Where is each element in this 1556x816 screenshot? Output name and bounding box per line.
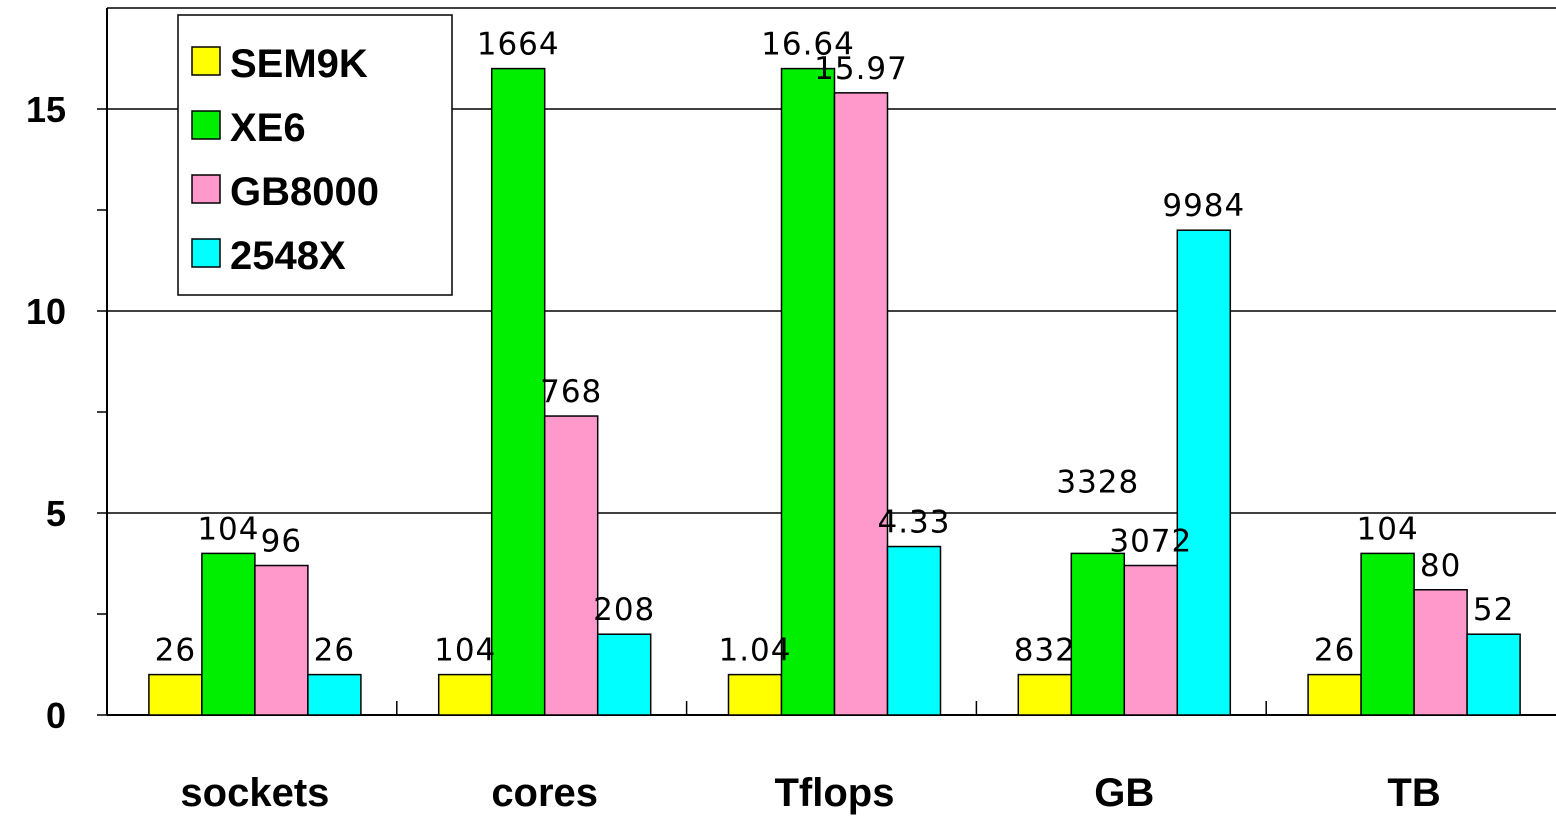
x-category-label: cores [491, 771, 598, 815]
data-label: 26 [155, 633, 196, 669]
x-category-label: sockets [180, 771, 329, 815]
x-category-label: TB [1387, 771, 1440, 815]
data-label: 104 [434, 633, 496, 669]
bar-2548x-sockets [307, 673, 362, 716]
data-label: 26 [1314, 633, 1355, 669]
bar-xe6-gb [1070, 552, 1126, 716]
bar-sem9k-cores [437, 673, 493, 716]
data-label: 16.64 [761, 27, 855, 63]
bar-gb8000-tflops [833, 92, 889, 716]
legend-swatch [191, 238, 221, 268]
legend-label: XE6 [230, 106, 306, 150]
bar-gb8000-tb [1413, 589, 1468, 716]
data-label: 104 [1357, 511, 1419, 547]
axes: 0 5 10 15 sockets cores Tflops GB TB [26, 7, 1556, 815]
x-category-label: GB [1094, 771, 1154, 815]
data-label: 9984 [1162, 188, 1245, 224]
x-category-label: Tflops [775, 771, 895, 815]
bar-2548x-gb [1176, 229, 1232, 716]
data-label: 832 [1014, 633, 1076, 669]
data-label: 3328 [1056, 464, 1139, 500]
y-tick-label: 0 [46, 695, 66, 736]
bar-gb8000-sockets [254, 564, 309, 716]
legend-label: SEM9K [230, 42, 368, 86]
data-label: 104 [197, 511, 259, 547]
data-label: 208 [593, 592, 655, 628]
data-label: 3072 [1109, 524, 1192, 560]
legend: SEM9K XE6 GB8000 2548X [177, 14, 453, 296]
bar-sem9k-tb [1307, 673, 1362, 716]
bar-2548x-tflops [886, 545, 942, 716]
bar-xe6-tb [1360, 552, 1415, 716]
bar-gb8000-cores [543, 415, 599, 716]
legend-swatch [191, 110, 221, 140]
y-tick-label: 15 [26, 89, 66, 130]
data-label: 96 [261, 524, 302, 560]
data-label: 80 [1420, 548, 1461, 584]
data-label: 1664 [477, 27, 560, 63]
legend-swatch [191, 46, 221, 76]
data-label: 26 [314, 633, 355, 669]
data-label: 4.33 [877, 505, 950, 541]
bar-xe6-tflops [780, 67, 836, 716]
data-label: 768 [540, 374, 602, 410]
legend-label: 2548X [230, 234, 346, 278]
legend-box [177, 14, 453, 296]
data-label: 52 [1473, 592, 1514, 628]
bar-2548x-cores [596, 633, 652, 716]
bar-sem9k-tflops [727, 673, 783, 716]
bar-2548x-tb [1466, 633, 1521, 716]
data-label: 15.97 [814, 51, 908, 87]
bar-xe6-sockets [201, 552, 256, 716]
legend-swatch [191, 174, 221, 204]
bar-sem9k-sockets [148, 673, 203, 716]
data-label: 1.04 [718, 633, 791, 669]
bar-xe6-cores [490, 67, 546, 716]
y-tick-label: 10 [26, 291, 66, 332]
bar-sem9k-gb [1017, 673, 1073, 716]
bar-gb8000-gb [1123, 564, 1179, 716]
legend-label: GB8000 [230, 170, 379, 214]
y-tick-label: 5 [46, 493, 66, 534]
bars [148, 67, 1521, 716]
